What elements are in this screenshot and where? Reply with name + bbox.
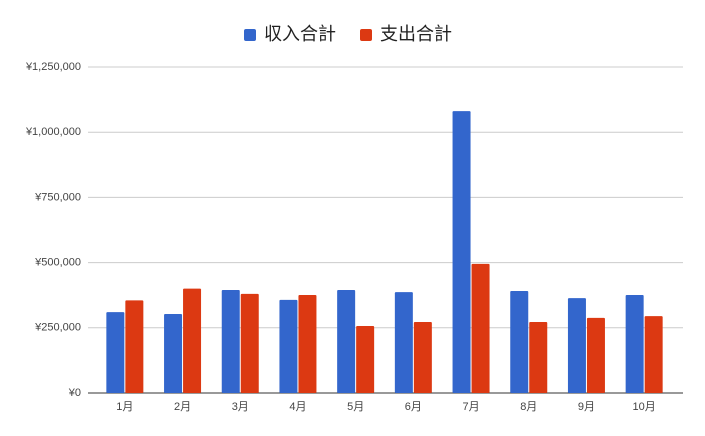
bar [625, 294, 644, 393]
y-tick-label: ¥1,000,000 [25, 126, 81, 138]
x-tick-label: 5月 [347, 401, 364, 413]
legend-item: 収入合計 [244, 24, 336, 44]
y-tick-label: ¥750,000 [34, 191, 81, 203]
bar [221, 289, 240, 393]
bar [240, 293, 259, 393]
x-tick-label: 2月 [174, 401, 191, 413]
x-tick-label: 7月 [462, 401, 479, 413]
bar [510, 291, 529, 393]
y-tick-label: ¥500,000 [34, 257, 81, 269]
y-tick-label: ¥0 [68, 387, 81, 399]
legend-label: 収入合計 [264, 24, 336, 44]
bar [394, 292, 413, 393]
x-tick-label: 6月 [405, 401, 422, 413]
y-tick-label: ¥250,000 [34, 322, 81, 334]
x-tick-label: 10月 [633, 401, 656, 413]
bar [471, 263, 490, 393]
bar [298, 294, 317, 393]
legend-swatch [360, 29, 372, 41]
x-tick-label: 9月 [578, 401, 595, 413]
x-tick-label: 3月 [232, 401, 249, 413]
x-tick-label: 1月 [116, 401, 133, 413]
bar [567, 298, 586, 393]
bar [452, 111, 471, 394]
bar [183, 288, 202, 393]
x-tick-label: 4月 [289, 401, 306, 413]
legend-swatch [244, 29, 256, 41]
legend-item: 支出合計 [360, 24, 452, 44]
bar [644, 316, 663, 393]
bar [164, 313, 183, 393]
bar [106, 312, 125, 393]
bar [413, 322, 432, 393]
bar [337, 289, 356, 393]
bar [356, 325, 375, 393]
bar [125, 300, 144, 393]
bar [529, 322, 548, 393]
bar [279, 299, 298, 393]
legend-label: 支出合計 [380, 24, 452, 44]
x-tick-label: 8月 [520, 401, 537, 413]
y-tick-label: ¥1,250,000 [25, 61, 81, 73]
bar [586, 317, 605, 393]
